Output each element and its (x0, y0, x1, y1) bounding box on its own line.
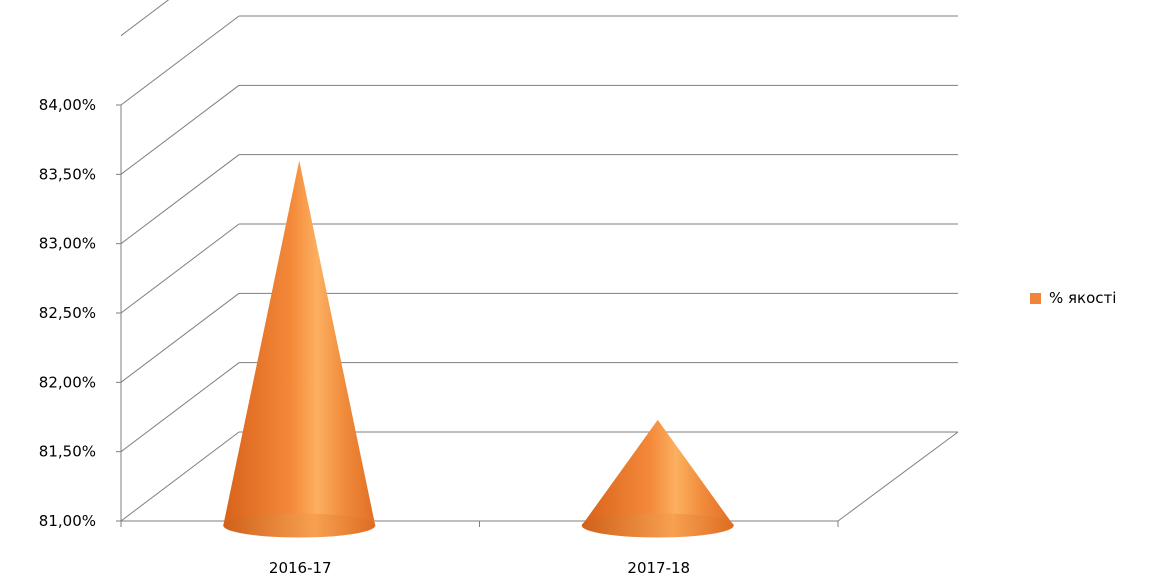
y-tick-label: 83,00% (39, 235, 96, 253)
cone-mark (223, 160, 376, 538)
gridline-side (120, 362, 240, 453)
legend: % якості (1030, 289, 1116, 307)
legend-swatch (1030, 292, 1041, 304)
y-tick-label: 82,00% (39, 373, 96, 391)
cone-base (581, 513, 734, 538)
axis-labels: 81,00% 81,50% 82,00% 82,50% 83,00% 83,50% 84,0… (39, 96, 690, 577)
cone-mark (581, 419, 734, 538)
cone-body (581, 419, 734, 526)
gridline-side (120, 154, 240, 245)
gridline-side (120, 15, 240, 106)
cone-base (223, 513, 376, 538)
cones (223, 160, 734, 538)
x-tick-label: 2016-17 (269, 559, 332, 577)
floor-edge (837, 431, 959, 522)
gridline-side (120, 431, 240, 522)
gridline-side (120, 84, 240, 175)
gridline-side (120, 223, 240, 314)
gridlines (120, 0, 958, 522)
y-tick-label: 81,00% (39, 512, 96, 530)
y-tick-label: 81,50% (39, 443, 96, 461)
y-tick-label: 84,00% (39, 96, 96, 114)
gridline-side (120, 0, 170, 37)
x-tick-label: 2017-18 (627, 559, 690, 577)
legend-label: % якості (1049, 289, 1117, 307)
cone-body (223, 160, 376, 526)
y-tick-label: 82,50% (39, 304, 96, 322)
gridline-side (120, 292, 240, 383)
y-tick-label: 83,50% (39, 165, 96, 183)
